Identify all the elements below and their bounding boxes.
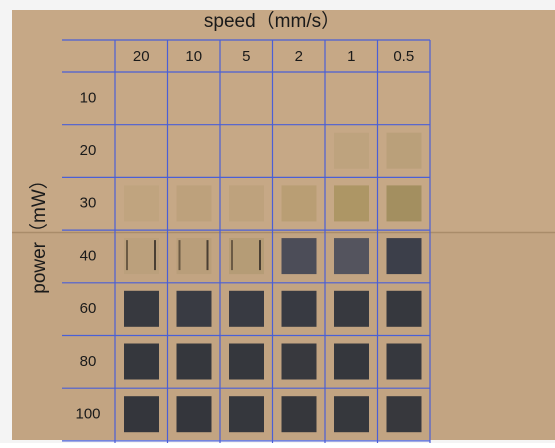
column-header: 10 — [185, 48, 202, 65]
laser-mark — [334, 238, 369, 274]
laser-mark — [124, 396, 159, 432]
laser-mark — [124, 238, 159, 274]
laser-mark — [177, 185, 212, 221]
laser-mark — [387, 238, 422, 274]
laser-mark — [334, 185, 369, 221]
row-header: 30 — [80, 195, 97, 212]
laser-mark — [387, 133, 422, 169]
laser-mark — [229, 238, 264, 274]
laser-mark — [334, 396, 369, 432]
laser-mark — [282, 291, 317, 327]
laser-mark — [229, 291, 264, 327]
laser-mark — [387, 344, 422, 380]
row-header: 100 — [75, 406, 100, 423]
laser-mark — [282, 396, 317, 432]
laser-mark — [334, 133, 369, 169]
row-header: 10 — [80, 89, 97, 106]
column-header: 0.5 — [393, 48, 414, 65]
laser-mark — [282, 344, 317, 380]
column-header: 20 — [133, 48, 150, 65]
column-header: 1 — [347, 48, 355, 65]
laser-mark — [334, 344, 369, 380]
laser-mark — [282, 185, 317, 221]
row-title: power（mW） — [28, 170, 50, 294]
laser-mark — [177, 238, 212, 274]
laser-mark — [334, 291, 369, 327]
column-header: 5 — [242, 48, 250, 65]
row-header: 80 — [80, 353, 97, 370]
column-title: speed（mm/s） — [204, 10, 340, 32]
row-header: 60 — [80, 300, 97, 317]
laser-mark — [229, 396, 264, 432]
laser-mark — [124, 344, 159, 380]
laser-mark — [229, 344, 264, 380]
laser-mark — [229, 185, 264, 221]
laser-mark — [124, 185, 159, 221]
laser-mark — [387, 396, 422, 432]
row-header: 20 — [80, 142, 97, 159]
laser-mark — [124, 291, 159, 327]
row-header: 40 — [80, 247, 97, 264]
laser-mark — [387, 291, 422, 327]
laser-mark — [177, 344, 212, 380]
laser-mark — [282, 238, 317, 274]
test-plate-photo: speed（mm/s） power（mW） 20 10 5 2 1 0.5 10 20 30 40… — [0, 0, 555, 443]
column-header: 2 — [295, 48, 303, 65]
laser-mark — [177, 291, 212, 327]
laser-mark — [387, 185, 422, 221]
laser-mark — [177, 396, 212, 432]
